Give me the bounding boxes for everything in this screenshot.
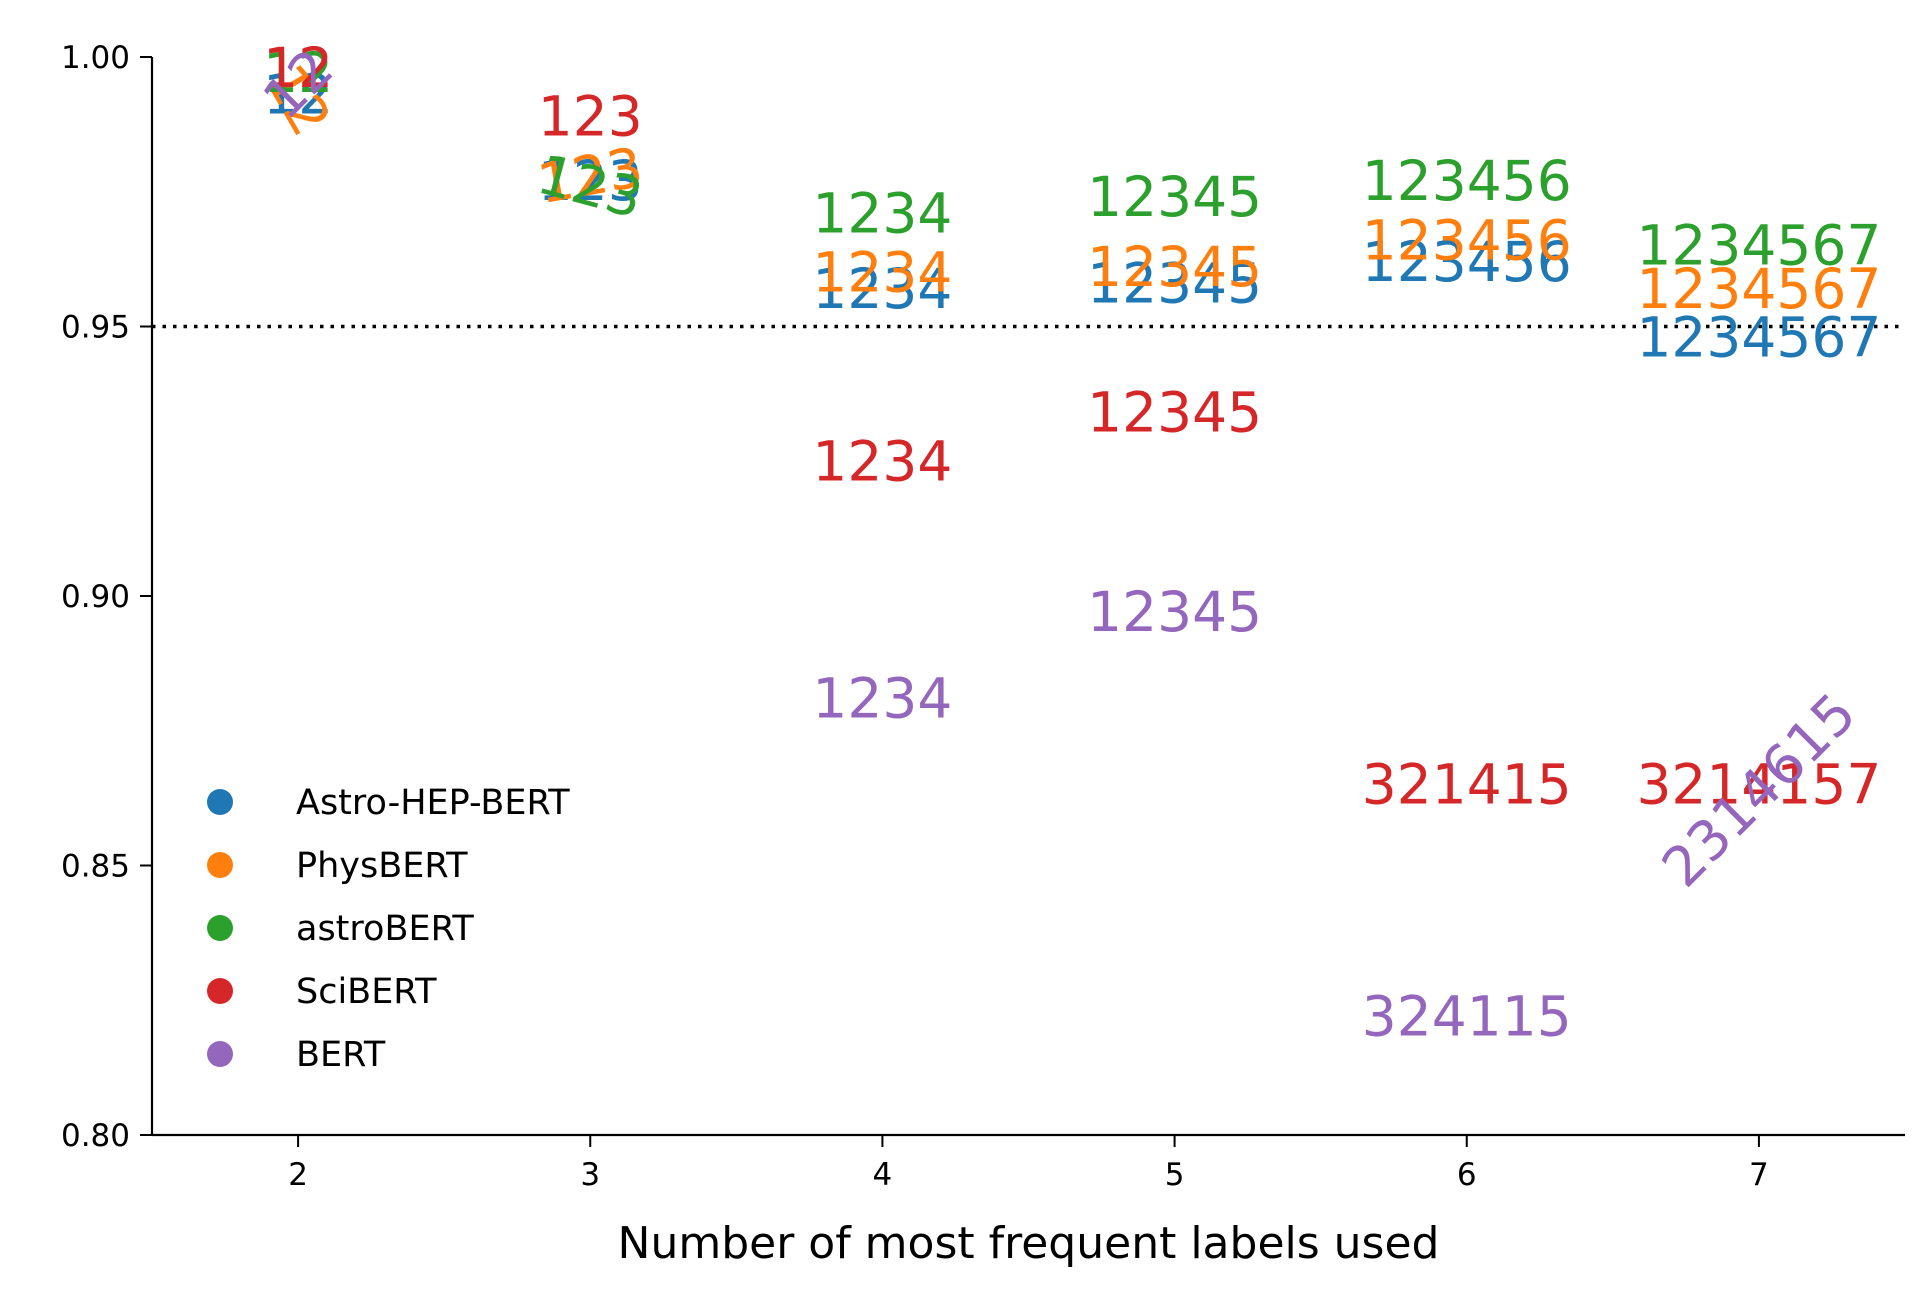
legend-marker-scibert <box>207 978 233 1004</box>
legend-label-astro-hep-bert: Astro-HEP-BERT <box>296 783 570 823</box>
point-label-bert: 324115 <box>1362 984 1572 1048</box>
x-tick-label: 3 <box>580 1157 600 1193</box>
axes: 0.80 0.85 0.90 0.95 1.00 2 3 4 5 6 7 <box>61 40 1905 1193</box>
point-label-scibert: 321415 <box>1362 753 1572 817</box>
point-label-scibert: 3214157 <box>1636 753 1881 817</box>
point-label-astro-hep-bert: 12345 <box>1087 251 1262 315</box>
point-label-astro-hep-bert: 123 <box>538 149 643 213</box>
y-tick-label: 0.80 <box>61 1118 130 1154</box>
y-tick-label: 0.90 <box>61 579 130 615</box>
x-tick-label: 7 <box>1749 1157 1769 1193</box>
legend-label-scibert: SciBERT <box>296 972 437 1012</box>
legend-label-bert: BERT <box>296 1035 386 1075</box>
point-label-astrobert: 123456 <box>1362 149 1572 213</box>
x-tick-label: 2 <box>288 1157 308 1193</box>
point-label-astrobert: 12345 <box>1087 165 1262 229</box>
legend-marker-astrobert <box>207 915 233 941</box>
point-label-astro-hep-bert: 1234567 <box>1636 305 1881 369</box>
point-label-physbert: 123456 <box>1362 208 1572 272</box>
x-axis-title: Number of most frequent labels used <box>618 1218 1440 1269</box>
legend-marker-physbert <box>207 852 233 878</box>
x-tick-label: 4 <box>873 1157 893 1193</box>
point-label-scibert: 12 <box>263 36 333 100</box>
legend-marker-astro-hep-bert <box>207 789 233 815</box>
y-tick-label: 0.85 <box>61 849 130 885</box>
point-label-bert: 12345 <box>1087 580 1262 644</box>
point-label-bert: 1234 <box>812 666 952 730</box>
point-label-astrobert: 1234567 <box>1636 214 1881 278</box>
point-label-physbert: 1234567 <box>1636 257 1881 321</box>
point-label-physbert: 1234 <box>812 241 952 305</box>
x-tick-label: 6 <box>1457 1157 1477 1193</box>
point-label-astro-hep-bert: 1234 <box>812 257 952 321</box>
legend-label-physbert: PhysBERT <box>296 846 468 886</box>
point-label-astrobert: 1234 <box>812 181 952 245</box>
point-label-astrobert: 12 <box>263 41 333 105</box>
y-tick-label: 0.95 <box>61 310 130 346</box>
point-label-scibert: 12345 <box>1087 381 1262 445</box>
point-label-astro-hep-bert: 123456 <box>1362 230 1572 294</box>
legend-marker-bert <box>207 1041 233 1067</box>
point-label-scibert: 123 <box>538 84 643 148</box>
point-label-scibert: 1234 <box>812 429 952 493</box>
point-label-physbert: 12345 <box>1087 235 1262 299</box>
legend: Astro-HEP-BERT PhysBERT astroBERT SciBERT BE… <box>207 783 570 1075</box>
legend-label-astrobert: astroBERT <box>296 909 474 949</box>
x-tick-label: 5 <box>1165 1157 1185 1193</box>
point-label-astro-hep-bert: 12 <box>263 63 333 127</box>
y-tick-label: 1.00 <box>61 40 130 76</box>
